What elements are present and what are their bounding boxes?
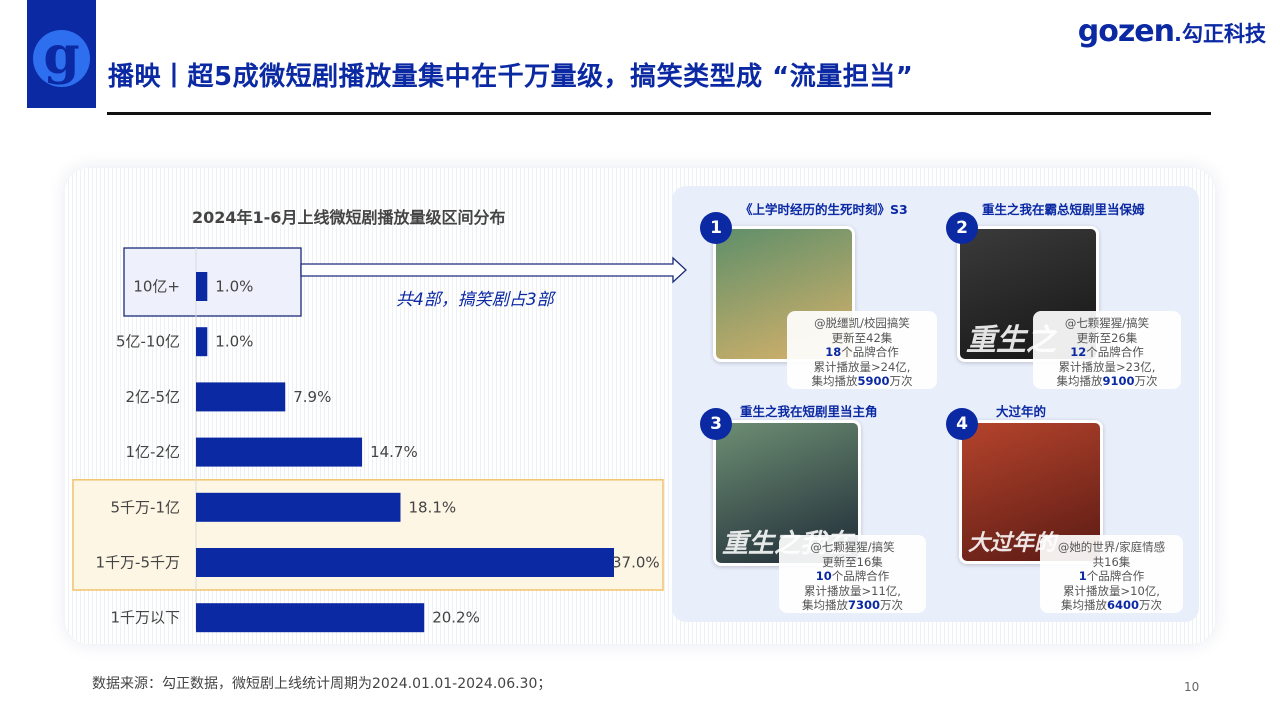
show-brands: 18个品牌合作 [825,345,899,359]
bar [196,492,401,522]
brands-count: 10 [815,569,832,583]
show-brands: 12个品牌合作 [1070,345,1144,359]
category-label: 5亿-10亿 [116,333,180,351]
show-title: 重生之我在短剧里当主角 [740,404,878,419]
callout-box [123,247,302,317]
value-label: 18.1% [408,498,456,516]
show-episodes: 更新至16集 [822,554,883,569]
show-total-views: 累计播放量>24亿, [813,359,911,374]
show-info-card: @脱缰凯/校园搞笑 更新至42集 18个品牌合作 累计播放量>24亿, 集均播放… [787,311,937,389]
value-label: 37.0% [612,554,660,572]
page-title: 播映丨超5成微短剧播放量集中在千万量级，搞笑类型成 “流量担当” [108,62,914,92]
rank-badge: 3 [700,408,732,440]
brand-logo: gozen.勾正科技 [1078,14,1266,49]
avg-views-value: 5900 [857,374,890,388]
show-episodes: 更新至42集 [831,330,893,345]
show-episodes: 更新至26集 [1076,330,1138,345]
show-title: 《上学时经历的生死时刻》S3 [740,202,908,217]
show-account: @七颗猩猩/搞笑 [1064,316,1150,330]
callout-text: 共4部，搞笑剧占3部 [396,290,554,310]
bar [196,382,286,412]
title-divider [107,112,1211,115]
category-label: 2亿-5亿 [126,388,181,406]
category-label: 5千万-1亿 [111,498,181,516]
show-episodes: 共16集 [1092,554,1131,569]
brands-count: 18 [825,345,842,359]
bar [196,272,208,301]
show-avg-views: 集均播放5900万次 [811,374,913,388]
show-title: 重生之我在霸总短剧里当保姆 [982,202,1145,217]
show-info-card: @她的世界/家庭情感 共16集 1个品牌合作 累计播放量>10亿, 集均播放64… [1040,535,1183,613]
brands-count: 1 [1078,569,1087,583]
show-info-card: @七颗猩猩/搞笑 更新至26集 12个品牌合作 累计播放量>23亿, 集均播放9… [1033,311,1181,389]
page-number: 10 [1184,680,1200,694]
brand-latin: gozen [1077,14,1175,49]
category-label: 1千万-5千万 [96,554,181,572]
category-label: 10亿+ [133,278,180,296]
show-account: @七颗猩猩/搞笑 [810,540,895,554]
brands-count: 12 [1070,345,1087,359]
show-brands: 10个品牌合作 [815,569,890,583]
show-total-views: 累计播放量>10亿, [1063,583,1160,598]
bar [196,437,363,467]
rank-badge: 1 [700,212,732,244]
show-poster: 重生之 [957,226,1099,362]
data-source-note: 数据来源：勾正数据，微短剧上线统计周期为2024.01.01-2024.06.3… [92,676,552,692]
bar [196,548,614,577]
logo-badge: g [27,0,96,108]
logo-glyph: g [33,30,90,87]
show-avg-views: 集均播放7300万次 [801,598,903,612]
avg-views-value: 9100 [1102,374,1135,388]
show-total-views: 累计播放量>23亿, [1058,359,1156,374]
chart-title: 2024年1-6月上线微短剧播放量级区间分布 [192,208,506,227]
avg-views-value: 6400 [1106,598,1139,612]
brand-cn: .勾正科技 [1174,22,1266,46]
bar [196,603,425,633]
show-info-card: @七颗猩猩/搞笑 更新至16集 10个品牌合作 累计播放量>11亿, 集均播放7… [779,535,926,613]
value-label: 1.0% [215,278,253,296]
avg-views-value: 7300 [847,598,880,612]
callout-arrow [300,256,687,284]
show-account: @脱缰凯/校园搞笑 [814,316,910,330]
value-label: 14.7% [370,443,418,461]
bar [196,327,208,357]
value-label: 7.9% [293,388,331,406]
rank-badge: 2 [946,212,978,244]
category-label: 1亿-2亿 [126,443,181,461]
show-avg-views: 集均播放6400万次 [1060,598,1162,612]
show-account: @她的世界/家庭情感 [1057,540,1166,554]
show-title: 大过年的 [996,404,1047,419]
value-label: 20.2% [432,609,480,627]
show-avg-views: 集均播放9100万次 [1056,374,1158,388]
show-total-views: 累计播放量>11亿, [804,583,901,598]
category-label: 1千万以下 [110,609,180,627]
show-brands: 1个品牌合作 [1078,569,1145,583]
value-label: 1.0% [215,333,253,351]
rank-badge: 4 [946,408,978,440]
